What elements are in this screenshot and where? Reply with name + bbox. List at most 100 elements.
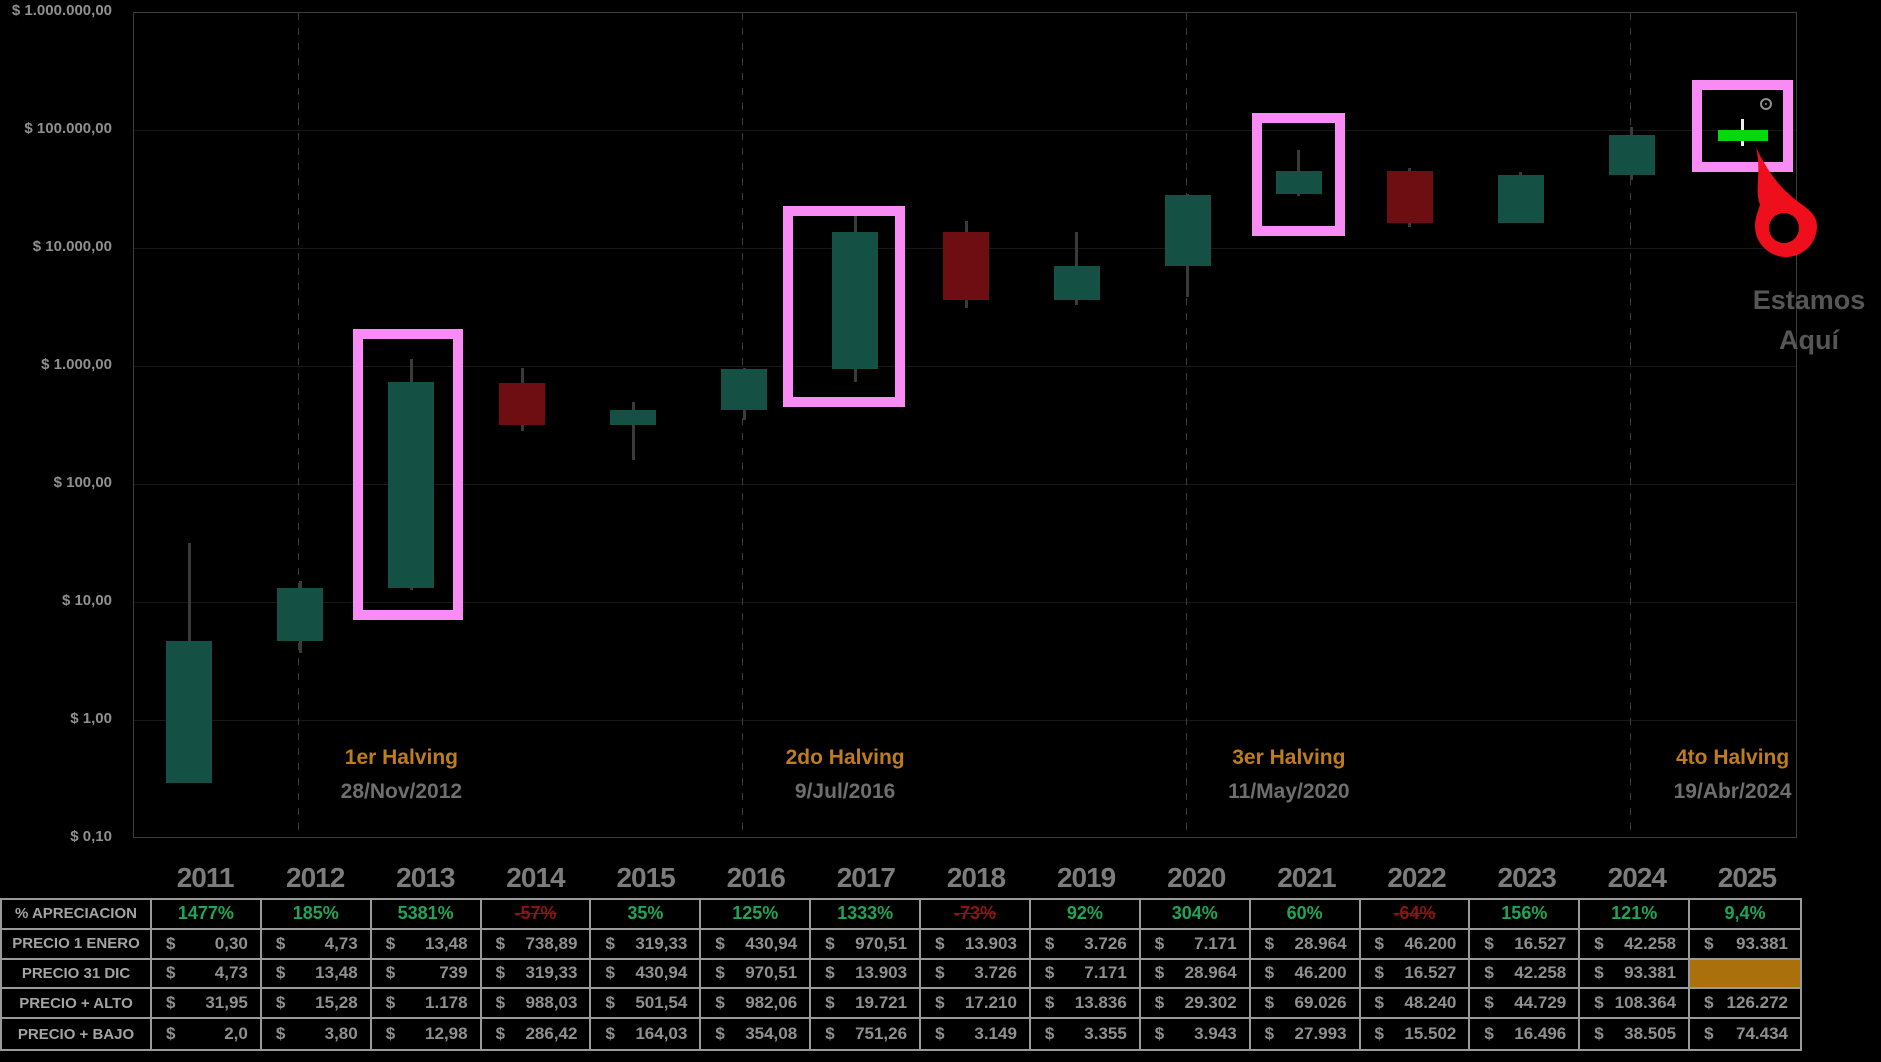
plot-area [133,12,1797,838]
currency-symbol: $ [1264,1024,1275,1044]
table-cell-2013: $12,98 [372,1019,482,1049]
currency-symbol: $ [1484,933,1494,953]
currency-symbol: $ [1374,963,1384,983]
table-cell-2023: $42.258 [1470,959,1581,990]
table-cell-2014: $286,42 [482,1019,592,1049]
currency-symbol: $ [935,993,945,1013]
table-cell-2022: $15.502 [1361,1019,1471,1049]
currency-symbol: $ [1704,933,1714,953]
here-label-line2: Aquí [1779,325,1839,355]
candle-body-2015 [610,410,657,426]
currency-symbol: $ [605,993,615,1013]
cell-value: 319,33 [525,963,578,983]
cell-value: 430,94 [745,933,798,953]
currency-symbol: $ [825,933,835,953]
y-axis-label: $ 10,00 [61,592,112,609]
halving-dashed-line [742,13,744,837]
table-cell-2021: $46.200 [1250,959,1361,990]
y-axis-label: $ 100.000,00 [24,120,112,137]
candle-body-2023 [1497,175,1544,224]
currency-symbol: $ [1484,993,1494,1013]
currency-symbol: $ [715,1024,725,1044]
currency-symbol: $ [1044,933,1055,953]
cell-value: 93.381 [1736,933,1788,953]
currency-symbol: $ [275,933,286,953]
halving-label-1: 1er Halving 28/Nov/2012 [311,746,491,804]
table-cell-2016: $970,51 [701,959,812,990]
currency-symbol: $ [1044,1024,1055,1044]
cell-value: 44.729 [1514,993,1567,1013]
candle-body-2016 [721,368,768,411]
year-label-2021: 2021 [1277,862,1336,893]
currency-symbol: $ [715,963,725,983]
halving-title: 4to Halving [1676,746,1790,769]
currency-symbol: $ [605,933,615,953]
table-cell-pct-2018: -73% [921,900,1031,930]
candle-body-2024 [1608,134,1655,176]
table-cell-2021: $27.993 [1251,1019,1361,1049]
gridline [134,366,1796,367]
cell-value: 16.527 [1404,963,1457,983]
cell-value: 319,33 [635,933,688,953]
currency-symbol: $ [166,933,176,953]
table-cell-2020: $29.302 [1140,989,1251,1020]
candle-wick-2015 [631,402,635,460]
year-label-2012: 2012 [286,862,345,893]
table-cell-2024: $108.364 [1580,989,1691,1020]
cell-value: 16.527 [1514,933,1567,953]
candle-body-2020 [1164,194,1211,267]
currency-symbol: $ [495,933,506,953]
table-cell-2024: $42.258 [1580,929,1691,960]
year-label-2013: 2013 [396,862,455,893]
halving-dashed-line [298,13,300,837]
currency-symbol: $ [605,1024,615,1044]
table-cell-2025: $74.434 [1690,1019,1800,1049]
cell-value: 38.505 [1624,1024,1677,1044]
candle-body-2017 [832,232,879,369]
candle-body-2012 [277,587,324,642]
currency-symbol: $ [1704,1024,1714,1044]
y-axis-label: $ 100,00 [53,474,112,491]
table-cell-pct-2019: 92% [1030,900,1141,930]
currency-symbol: $ [1484,963,1494,983]
currency-symbol: $ [495,993,506,1013]
cell-value: 13.903 [855,963,908,983]
cell-value: 988,03 [525,993,578,1013]
cell-value: 4,73 [214,963,248,983]
y-axis-label: $ 10.000,00 [32,238,112,255]
halving-label-2: 2do Halving 9/Jul/2016 [755,746,935,804]
currency-symbol: $ [715,933,725,953]
currency-symbol: $ [1594,933,1604,953]
candle-body-2013 [388,382,435,588]
currency-symbol: $ [385,993,396,1013]
table-cell-pct-2023: 156% [1470,900,1581,930]
table-cell-2017: $751,26 [811,1019,922,1049]
cell-value: 17.210 [964,993,1017,1013]
currency-symbol: $ [495,963,506,983]
highlight-box-2013 [353,329,463,620]
year-label-2022: 2022 [1387,862,1446,893]
table-cell-2023: $16.496 [1470,1019,1581,1049]
cell-value: 13.836 [1074,993,1127,1013]
currency-symbol: $ [1154,963,1165,983]
table-cell-pct-2021: 60% [1250,900,1361,930]
table-cell-2016: $354,08 [701,1019,812,1049]
table-cell-2017: $19.721 [811,989,922,1020]
currency-symbol: $ [1374,993,1384,1013]
y-axis-label: $ 1,00 [70,710,112,727]
cell-value: 31,95 [205,993,248,1013]
highlight-box-2021 [1252,113,1345,236]
currency-symbol: $ [935,1024,945,1044]
table-cell-pct-2015: 35% [591,900,702,930]
y-axis-label: $ 0,10 [70,828,112,845]
table-cell-2020: $3.943 [1141,1019,1251,1049]
table-cell-2019: $3.355 [1031,1019,1141,1049]
cell-value: 164,03 [635,1024,688,1044]
table-cell-pct-2013: 5381% [371,900,482,930]
table-cell-2011: $2,0 [152,1019,262,1049]
cell-value: 751,26 [855,1024,908,1044]
currency-symbol: $ [385,933,396,953]
table-cell-2014: $738,89 [481,929,592,960]
table-cell-2013: $13,48 [371,929,482,960]
table-cell-2019: $13.836 [1030,989,1141,1020]
